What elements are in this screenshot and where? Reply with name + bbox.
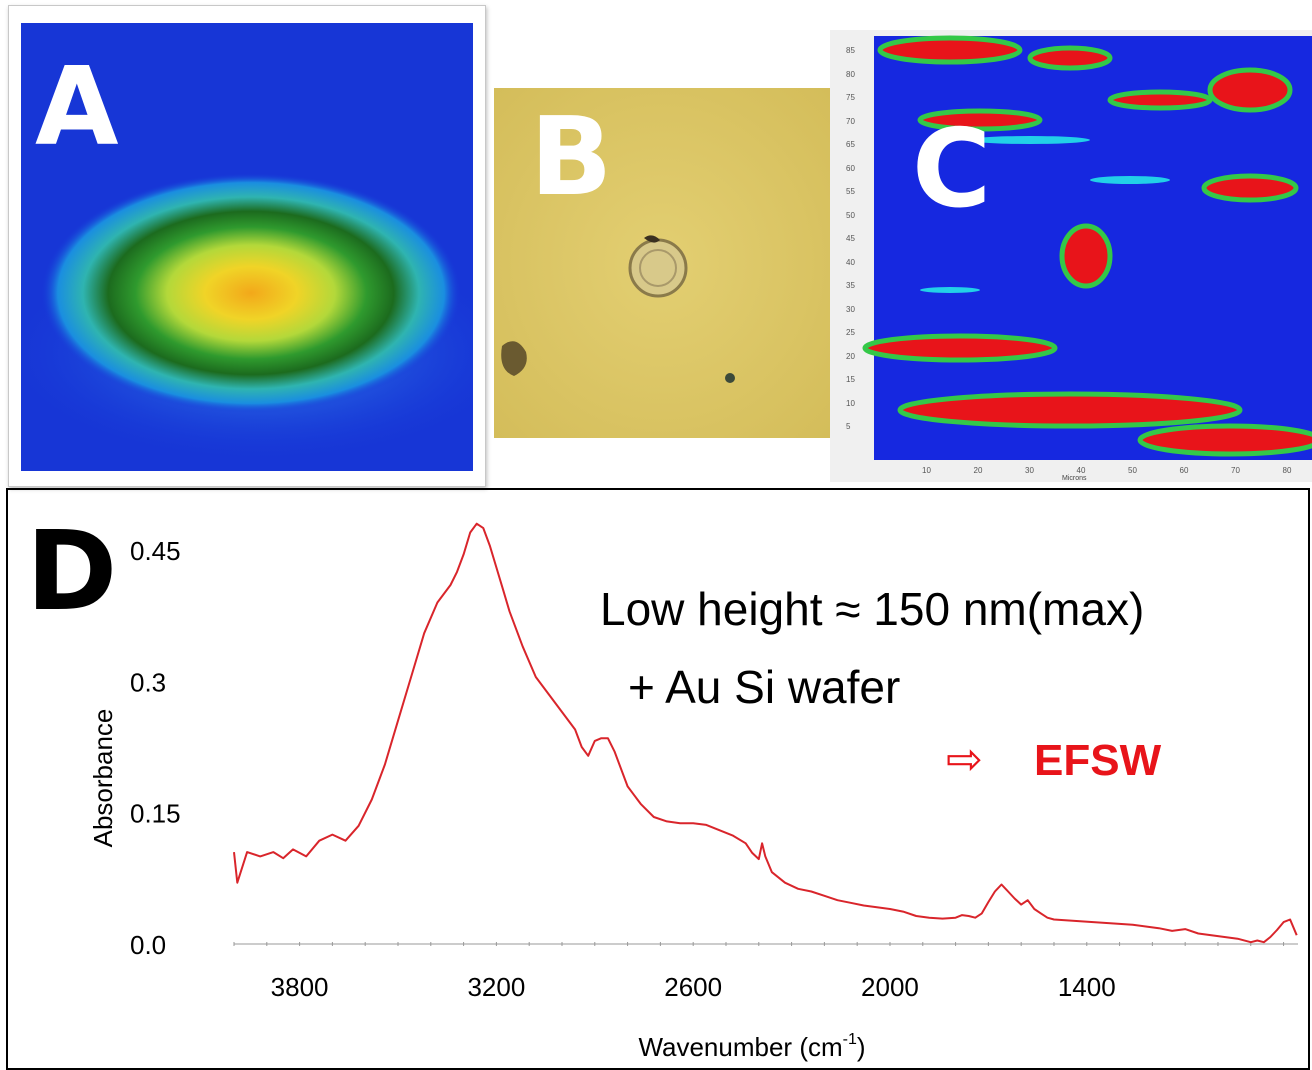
panel-label-a: A [35, 45, 119, 170]
c-y-tick-label: 85 [846, 46, 855, 55]
panel-c-chemical-map: 85 80 75 70 65 60 55 50 45 40 35 30 25 20 15 10 5 10 20 30… [830, 30, 1312, 482]
spectrum-line [233, 522, 1298, 944]
c-y-tick-label: 75 [846, 93, 855, 102]
x-tick-label: 3200 [467, 972, 525, 1002]
annotation-substrate: + Au Si wafer [628, 661, 901, 713]
panel-a-heatmap: A [8, 5, 486, 487]
c-x-axis-label: Microns [1062, 475, 1087, 482]
c-x-tick-label: 80 [1282, 466, 1292, 475]
c-y-tick-label: 25 [846, 328, 855, 337]
c-y-tick-label: 70 [846, 116, 855, 126]
panel-label-c: C [912, 107, 992, 232]
heatmap-image-a [21, 23, 473, 471]
chemical-map-image-c [830, 30, 1312, 482]
y-tick-label: 0.15 [130, 799, 181, 829]
c-y-tick-label: 55 [846, 187, 855, 196]
x-tick-label: 2600 [664, 972, 722, 1002]
x-axis-label: Wavenumber (cm-1) [638, 1031, 865, 1062]
c-y-tick-label: 40 [846, 257, 855, 267]
c-y-tick-label: 35 [846, 281, 855, 290]
x-tick-label: 2000 [861, 972, 919, 1002]
annotation-efsw: EFSW [1034, 736, 1162, 785]
spectrum-chart: 3800 3200 2600 2000 1400 0.0 0.15 0.3 0.45 Absorb… [88, 522, 1298, 1062]
c-y-tick-label: 5 [846, 422, 851, 431]
y-tick-label: 0.0 [130, 930, 166, 960]
panel-label-b: B [530, 95, 613, 220]
c-x-tick-label: 40 [1076, 466, 1086, 475]
c-y-tick-label: 50 [846, 210, 855, 220]
annotation-height: Low height ≈ 150 nm(max) [600, 583, 1145, 635]
c-x-tick-label: 10 [922, 466, 931, 475]
panel-b-photo: B [494, 88, 830, 438]
panel-label-d: D [26, 507, 118, 635]
c-y-tick-label: 30 [846, 304, 855, 314]
c-x-tick-label: 30 [1025, 466, 1034, 475]
c-y-tick-label: 20 [846, 351, 855, 361]
c-x-tick-label: 20 [973, 466, 983, 475]
c-x-tick-label: 70 [1231, 466, 1240, 475]
x-tick-label: 1400 [1058, 972, 1116, 1002]
c-y-tick-label: 10 [846, 398, 855, 408]
y-axis-label: Absorbance [88, 709, 118, 848]
arrow-icon: ⇨ [946, 735, 983, 784]
c-x-tick-label: 60 [1179, 466, 1189, 475]
y-tick-label: 0.45 [130, 536, 181, 566]
c-y-tick-label: 15 [846, 375, 855, 384]
y-tick-label: 0.3 [130, 667, 166, 697]
c-y-tick-label: 60 [846, 163, 855, 173]
panel-d-spectrum: 3800 3200 2600 2000 1400 0.0 0.15 0.3 0.45 Absorb… [6, 488, 1310, 1070]
c-y-tick-label: 80 [846, 69, 855, 79]
x-tick-label: 3800 [271, 972, 329, 1002]
c-x-tick-label: 50 [1128, 466, 1137, 475]
microscope-image-b [494, 88, 830, 438]
c-y-tick-label: 45 [846, 234, 855, 243]
c-y-tick-label: 65 [846, 140, 855, 149]
